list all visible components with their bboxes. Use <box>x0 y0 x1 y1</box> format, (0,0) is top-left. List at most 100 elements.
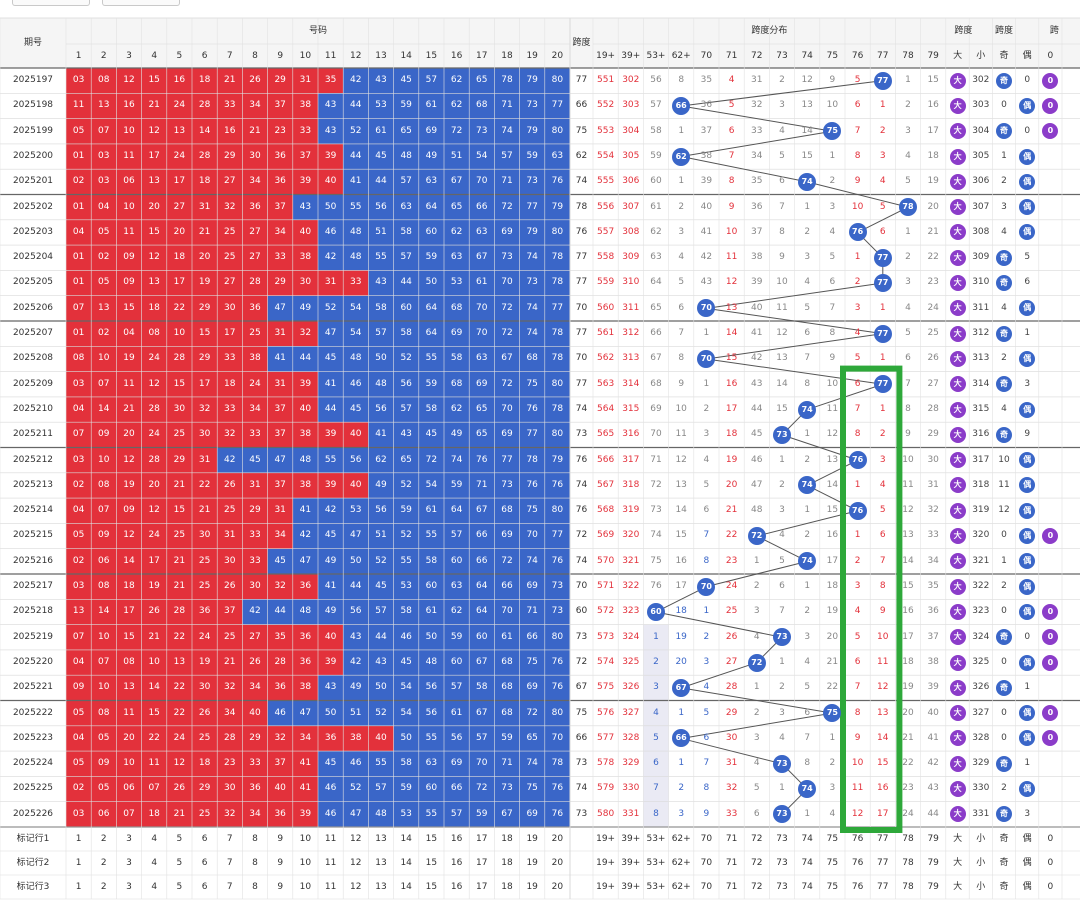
number-cell: 21 <box>224 656 236 667</box>
span-ball: 73 <box>773 805 791 824</box>
mark-row-num: 19 <box>526 858 538 868</box>
dist-cell: 12 <box>725 277 738 288</box>
number-cell: 11 <box>123 378 135 389</box>
dist-cell: 5 <box>779 555 785 566</box>
number-cell-bg <box>519 143 545 170</box>
dist-cell: 9 <box>829 75 836 85</box>
number-cell: 28 <box>173 353 186 364</box>
dist-cell: 10 <box>877 631 889 642</box>
odd-ball: 奇 <box>996 679 1012 696</box>
number-cell: 30 <box>249 150 261 161</box>
number-cell: 42 <box>350 75 362 85</box>
number-cell: 26 <box>198 707 211 718</box>
number-cell-bg <box>318 371 344 397</box>
number-cell: 62 <box>450 75 463 85</box>
number-cell: 36 <box>299 656 312 667</box>
period-cell: 2025212 <box>12 454 54 465</box>
number-cell: 63 <box>476 226 488 237</box>
number-cell: 57 <box>375 783 387 794</box>
number-cell: 22 <box>148 732 160 743</box>
number-cell-bg <box>292 194 318 220</box>
mark-row-num: 11 <box>324 858 337 868</box>
dist-cell: 321 <box>622 555 640 566</box>
number-cell-bg <box>368 194 394 220</box>
number-cell-bg <box>116 295 142 321</box>
number-cell: 04 <box>123 328 135 338</box>
number-cell-bg <box>444 472 470 499</box>
number-cell-bg <box>292 447 318 473</box>
dist-cell: 3 <box>753 732 760 743</box>
dist-cell: 560 <box>597 302 615 313</box>
odd-count-cell: 4 <box>1001 302 1007 313</box>
number-cell: 31 <box>224 530 236 541</box>
dist-cell: 40 <box>700 201 713 212</box>
toolbar-button-2[interactable] <box>102 0 180 6</box>
dist-cell: 5 <box>779 150 785 161</box>
number-cell: 05 <box>72 125 85 136</box>
even-ball: 偶 <box>1019 401 1036 418</box>
big-ball: 大 <box>949 578 966 595</box>
number-cell: 56 <box>350 606 362 617</box>
number-cell: 79 <box>526 226 538 237</box>
number-cell: 18 <box>123 581 135 591</box>
number-cell: 28 <box>224 732 236 743</box>
toolbar-button-1[interactable] <box>12 0 90 6</box>
odd-count-cell: 11 <box>998 479 1010 490</box>
dist-cell: 6 <box>779 176 785 187</box>
number-cell: 37 <box>274 429 286 440</box>
number-cell: 57 <box>400 252 412 263</box>
dist-cell: 12 <box>902 505 914 516</box>
number-cell-bg <box>141 270 167 296</box>
number-cell: 55 <box>425 530 438 541</box>
dist-cell: 32 <box>751 100 763 111</box>
dist-cell: 75 <box>650 555 662 566</box>
number-cell-bg <box>192 143 218 170</box>
dist-cell: 3 <box>854 581 861 591</box>
number-cell: 31 <box>198 454 211 465</box>
number-cell: 29 <box>249 505 261 516</box>
number-cell-bg <box>292 219 318 246</box>
mark-row-num: 19 <box>526 882 538 892</box>
dist-cell: 1 <box>753 682 760 693</box>
span-cell: 74 <box>575 479 588 490</box>
number-cell: 02 <box>72 783 85 794</box>
dist-cell: 13 <box>877 707 889 718</box>
number-cell-bg <box>91 295 117 321</box>
number-cell: 78 <box>551 758 564 769</box>
number-cell: 46 <box>400 631 412 642</box>
number-cell-bg <box>469 422 495 448</box>
number-cell-bg <box>519 93 545 119</box>
number-cell: 08 <box>98 707 110 718</box>
dist-cell: 1 <box>678 707 685 718</box>
number-cell-bg <box>141 169 167 195</box>
number-cell-bg <box>242 472 268 499</box>
small-count-cell: 315 <box>972 403 990 414</box>
number-cell: 22 <box>198 479 211 490</box>
number-cell: 40 <box>299 226 312 237</box>
number-cell: 41 <box>324 378 337 389</box>
dist-cell: 305 <box>622 150 640 161</box>
mark-row-dist: 62+ <box>671 882 691 892</box>
number-cell: 72 <box>501 302 513 313</box>
mark-row-num: 6 <box>201 834 208 844</box>
dist-cell: 15 <box>927 75 939 85</box>
dist-cell: 15 <box>877 758 889 769</box>
number-cell: 49 <box>350 682 362 693</box>
number-cell: 62 <box>450 226 463 237</box>
number-cell: 55 <box>425 808 438 819</box>
number-cell-bg <box>544 194 570 220</box>
number-cell-bg <box>444 93 470 119</box>
number-cell-bg <box>292 143 318 170</box>
dist-cell: 9 <box>854 732 861 743</box>
number-cell-bg <box>494 447 520 473</box>
mark-row-num: 12 <box>350 858 362 868</box>
dist-cell: 48 <box>751 505 763 516</box>
number-cell-bg <box>66 321 92 347</box>
mark-row-num: 10 <box>299 882 312 892</box>
number-cell: 44 <box>324 403 337 414</box>
mark-row-dist: 53+ <box>646 834 666 844</box>
number-cell-bg <box>66 371 92 397</box>
number-cell-bg <box>91 371 117 397</box>
number-cell: 19 <box>198 277 211 288</box>
number-cell-bg <box>318 93 344 119</box>
